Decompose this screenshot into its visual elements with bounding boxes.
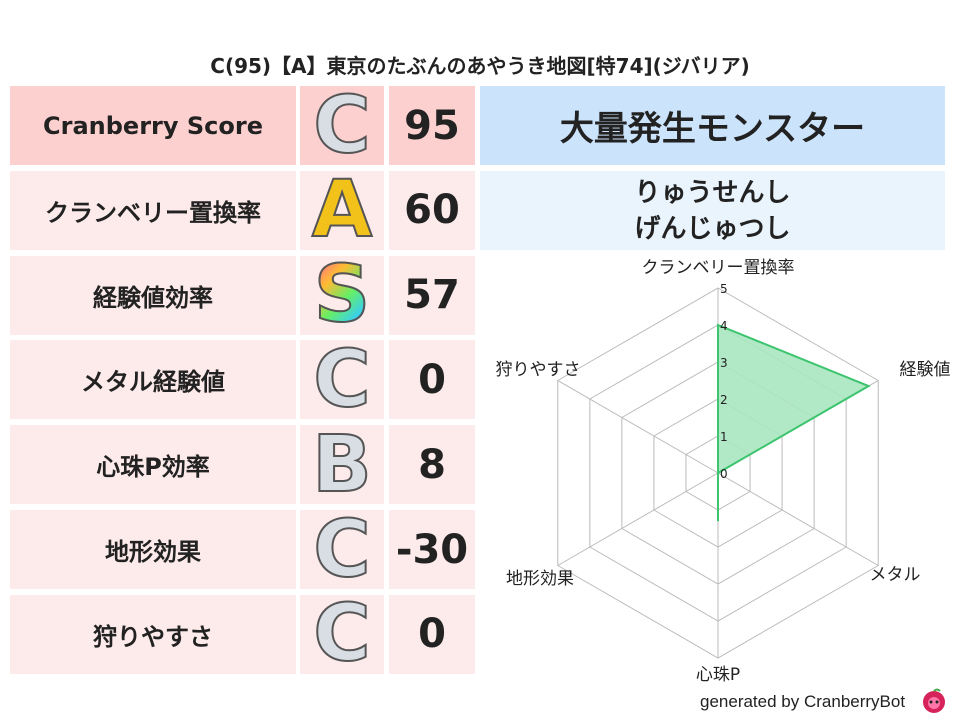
tick-label: 1	[720, 430, 728, 444]
monster-list: りゅうせんし げんじゅつし	[480, 171, 945, 250]
axis-label: 地形効果	[506, 569, 574, 589]
row-value: 0	[389, 340, 475, 420]
axis-label: クランベリー置換率	[642, 258, 795, 278]
row-label: 狩りやすさ	[10, 594, 296, 674]
grade-badge: C	[300, 80, 384, 171]
row-value: 57	[389, 255, 475, 335]
grade-letter: S	[313, 250, 371, 341]
grade-letter: C	[312, 80, 371, 171]
tick-label: 4	[720, 319, 728, 333]
grade-badge: C	[300, 589, 384, 680]
row-value: 8	[389, 425, 475, 505]
row-label: 経験値効率	[10, 255, 296, 335]
row-label: メタル経験値	[10, 340, 296, 420]
tick-label: 5	[720, 282, 728, 296]
row-label: クランベリー置換率	[10, 170, 296, 250]
grade-badge: C	[300, 504, 384, 595]
data-polygon	[717, 323, 871, 522]
grade-letter: C	[312, 589, 371, 680]
grade-badge: A	[300, 165, 384, 256]
axis-label: 心珠P	[696, 665, 740, 685]
row-label: 心珠P効率	[10, 425, 296, 505]
page-title: C(95)【A】東京のたぶんのあやうき地図[特74](ジバリア)	[210, 54, 750, 78]
row-value: -30	[389, 510, 475, 589]
grid-spoke	[557, 380, 719, 474]
row-label: Cranberry Score	[10, 86, 296, 165]
grid-spoke	[557, 472, 719, 566]
grade-letter: A	[311, 165, 373, 256]
cranberry-bot-icon	[923, 688, 945, 713]
grade-letter: C	[312, 334, 371, 425]
axis-label: 経験値	[900, 360, 951, 380]
monster-header: 大量発生モンスター	[480, 86, 945, 165]
grade-badge: B	[300, 419, 384, 510]
tick-label: 2	[720, 393, 728, 407]
grade-badge: C	[300, 334, 384, 425]
monster-name: りゅうせんし	[634, 177, 791, 208]
row-label: 地形効果	[10, 510, 296, 589]
grid-spoke	[717, 472, 879, 566]
axis-label: メタル	[870, 565, 921, 585]
axis-label: 狩りやすさ	[496, 360, 581, 380]
row-value: 60	[389, 170, 475, 250]
monster-name: げんじゅつし	[634, 213, 791, 244]
row-value: 95	[389, 86, 475, 165]
grade-letter: C	[312, 504, 371, 595]
tick-label: 0	[720, 467, 728, 481]
row-value: 0	[389, 594, 475, 674]
grade-badge: S	[300, 250, 384, 341]
tick-label: 3	[720, 356, 728, 370]
footer-credit: generated by CranberryBot	[700, 692, 906, 711]
grade-letter: B	[311, 419, 372, 510]
